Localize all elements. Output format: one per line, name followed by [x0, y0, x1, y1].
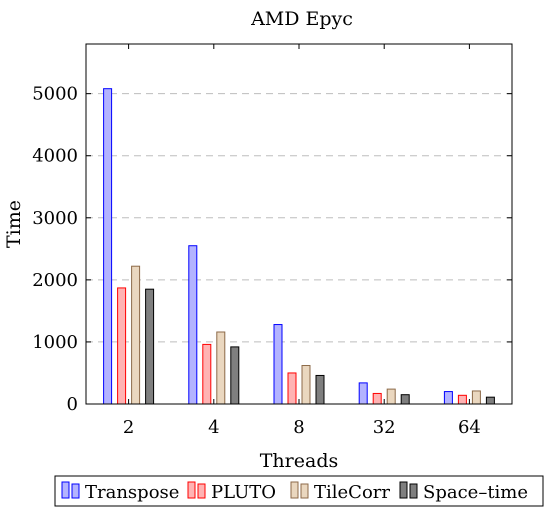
bar-space-time-2: [145, 288, 155, 405]
chart-title: AMD Epyc: [250, 8, 353, 30]
x-tick-label: 2: [123, 417, 134, 438]
bar-space-time-64: [485, 396, 495, 405]
y-tick-label: 5000: [32, 84, 78, 105]
legend-swatch-space-time: [399, 481, 408, 499]
bar-transpose-2: [103, 88, 113, 405]
legend-swatch-space-time-2: [409, 483, 418, 499]
legend-label-transpose: Transpose: [85, 482, 179, 503]
bar-tilecorr-64: [471, 390, 481, 405]
legend-swatch-pluto: [187, 481, 196, 499]
legend-label-tilecorr: TileCorr: [314, 482, 390, 503]
grid-lines: [86, 93, 512, 343]
bar-pluto-8: [287, 372, 297, 405]
legend-label-pluto: PLUTO: [211, 482, 276, 503]
bar-space-time-4: [230, 346, 240, 405]
x-axis-label: Threads: [260, 450, 338, 472]
x-tick-label: 32: [373, 417, 396, 438]
legend: Transpose PLUTO TileCorr Space–time: [54, 475, 544, 507]
y-tick-label: 0: [67, 394, 78, 415]
legend-label-space-time: Space–time: [423, 482, 528, 503]
bar-transpose-4: [188, 245, 198, 405]
legend-swatch-transpose-2: [71, 483, 80, 499]
bar-transpose-32: [358, 382, 368, 405]
bar-tilecorr-4: [216, 331, 226, 405]
legend-swatch-tilecorr: [290, 481, 299, 499]
y-tick-label: 3000: [32, 208, 78, 229]
bar-tilecorr-8: [301, 365, 311, 405]
bar-tilecorr-2: [131, 265, 141, 405]
bar-transpose-8: [273, 324, 283, 405]
legend-swatch-transpose: [61, 481, 70, 499]
x-tick-label: 8: [293, 417, 304, 438]
y-axis-label: Time: [3, 200, 25, 248]
bar-tilecorr-32: [386, 388, 396, 405]
x-tick-label: 64: [458, 417, 481, 438]
legend-swatch-pluto-2: [197, 483, 206, 499]
y-tick-label: 4000: [32, 146, 78, 167]
x-axis: 2 4 8 32 64: [123, 44, 481, 438]
bar-pluto-2: [117, 287, 127, 405]
bar-pluto-32: [372, 392, 382, 405]
bar-transpose-64: [443, 391, 453, 405]
y-tick-label: 1000: [32, 332, 78, 353]
bars: [103, 88, 495, 405]
y-tick-label: 2000: [32, 270, 78, 291]
y-axis: 0 1000 2000 3000 4000 5000: [32, 84, 512, 415]
bar-pluto-4: [202, 343, 212, 405]
legend-swatch-tilecorr-2: [300, 483, 309, 499]
legend-box: [54, 475, 544, 507]
bar-pluto-64: [457, 394, 467, 405]
bar-space-time-8: [315, 374, 325, 405]
bar-space-time-32: [400, 394, 410, 405]
x-tick-label: 4: [208, 417, 219, 438]
